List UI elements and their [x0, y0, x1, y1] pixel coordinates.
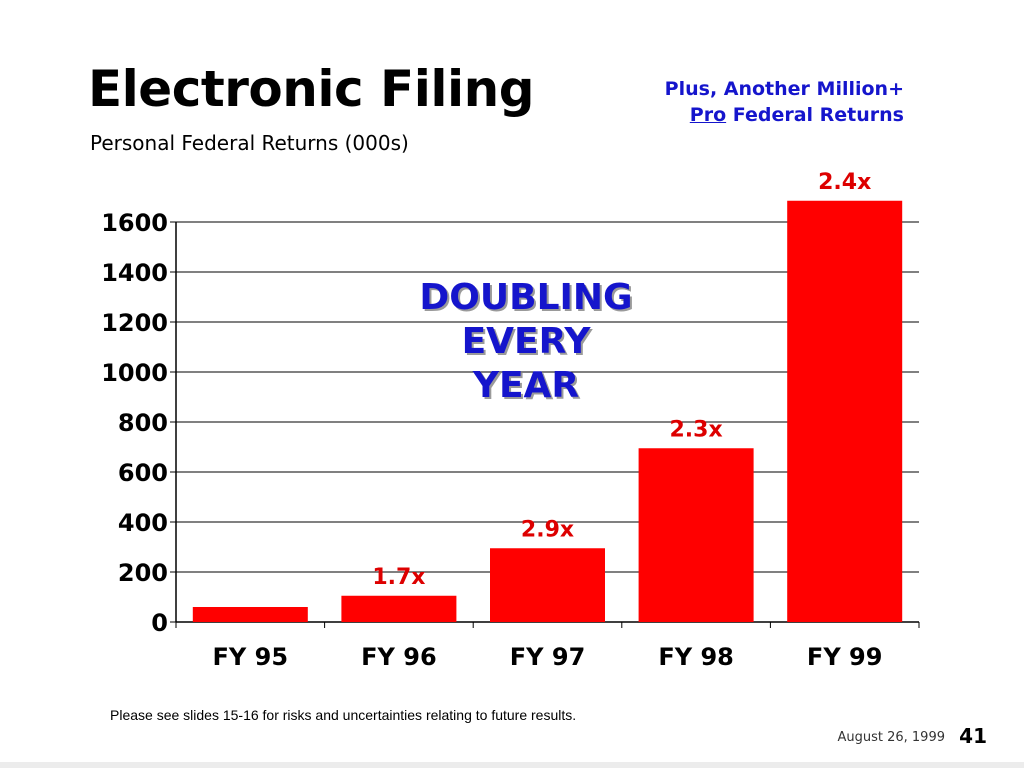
annotation-text: EVERY [462, 321, 592, 362]
slide-subtitle: Personal Federal Returns (000s) [90, 131, 409, 155]
bottom-band [0, 762, 1024, 768]
callout-rest: Federal Returns [726, 104, 904, 126]
bar [787, 200, 903, 622]
data-label: 1.7x [372, 565, 425, 590]
y-tick-label: 800 [118, 409, 168, 437]
bar [638, 448, 754, 622]
bar [341, 595, 457, 622]
x-tick-label: FY 95 [213, 643, 289, 671]
x-tick-label: FY 99 [807, 643, 883, 671]
y-tick-label: 1000 [101, 359, 168, 387]
bar [192, 607, 308, 622]
bar [490, 548, 605, 622]
annotation-shadow: YEAR [474, 367, 581, 408]
slide-title: Electronic Filing [88, 60, 535, 118]
annotation-shadow: DOUBLING [421, 279, 634, 320]
y-tick-label: 0 [151, 609, 168, 637]
annotation-shadow: EVERY [464, 323, 594, 364]
y-tick-label: 200 [118, 559, 168, 587]
annotation-text: DOUBLING [419, 277, 632, 318]
y-tick-label: 400 [118, 509, 168, 537]
callout-line-2: Pro Federal Returns [665, 102, 904, 128]
slide-date: August 26, 1999 [837, 730, 945, 745]
footnote: Please see slides 15-16 for risks and un… [110, 707, 577, 723]
data-label: 2.9x [521, 517, 574, 542]
y-tick-label: 1200 [101, 309, 168, 337]
callout: Plus, Another Million+ Pro Federal Retur… [665, 76, 904, 128]
annotation-text: YEAR [472, 365, 579, 406]
callout-pro: Pro [689, 104, 727, 126]
data-label: 2.4x [818, 170, 871, 195]
page-number: 41 [959, 724, 987, 748]
data-label: 2.3x [670, 417, 723, 442]
callout-line-1: Plus, Another Million+ [664, 78, 904, 100]
y-tick-label: 600 [118, 459, 168, 487]
y-tick-label: 1400 [101, 259, 168, 287]
x-tick-label: FY 97 [510, 643, 586, 671]
y-tick-label: 1600 [101, 209, 168, 237]
x-tick-label: FY 96 [361, 643, 437, 671]
x-tick-label: FY 98 [658, 643, 734, 671]
